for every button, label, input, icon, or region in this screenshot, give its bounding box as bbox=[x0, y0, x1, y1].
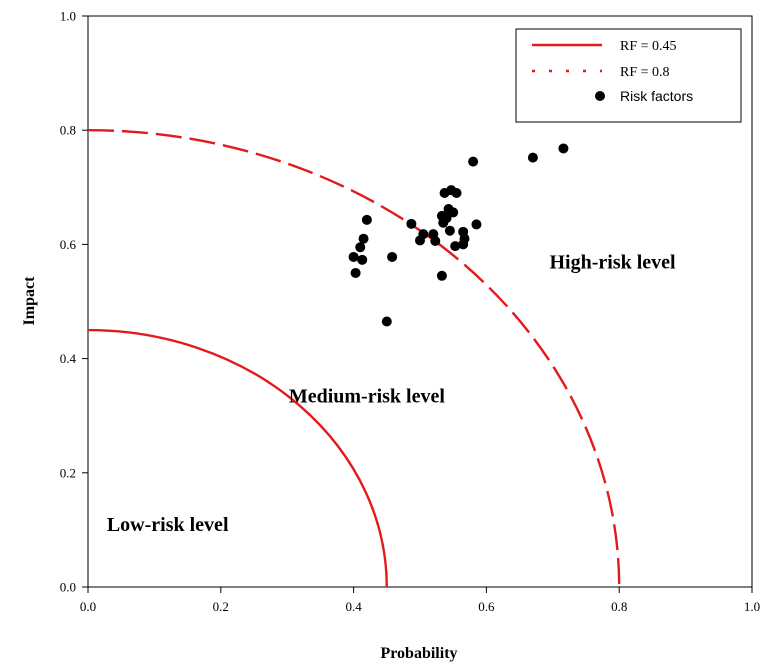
legend-label-risk-factors: Risk factors bbox=[620, 88, 693, 104]
risk-factor-point bbox=[381, 316, 392, 327]
risk-factor-point bbox=[430, 235, 441, 246]
risk-factor-point bbox=[444, 225, 455, 236]
risk-factor-point bbox=[387, 251, 398, 262]
x-tick-label: 0.6 bbox=[478, 599, 495, 614]
risk-factor-point bbox=[468, 156, 479, 167]
risk-factor-point bbox=[350, 267, 361, 278]
risk-factor-point bbox=[436, 270, 447, 281]
y-axis-ticks: 0.0 0.2 0.4 0.6 0.8 1.0 bbox=[60, 9, 88, 595]
risk-factor-point bbox=[527, 152, 538, 163]
x-tick-label: 0.2 bbox=[213, 599, 229, 614]
risk-curves bbox=[87, 129, 621, 588]
risk-factor-point bbox=[357, 254, 368, 265]
risk-factor-point bbox=[451, 188, 462, 199]
risk-factor-point bbox=[448, 207, 459, 218]
risk-factor-point bbox=[406, 218, 417, 229]
region-label: Low-risk level bbox=[107, 514, 229, 536]
legend-label-rf-08: RF = 0.8 bbox=[620, 65, 670, 80]
y-tick-label: 0.2 bbox=[60, 465, 76, 480]
x-tick-label: 0.8 bbox=[611, 599, 627, 614]
y-tick-label: 0.0 bbox=[60, 580, 76, 595]
legend-marker-risk-factors bbox=[595, 91, 605, 101]
region-label: Medium-risk level bbox=[289, 386, 446, 408]
y-tick-label: 1.0 bbox=[60, 9, 76, 24]
risk-factor-point bbox=[471, 219, 482, 230]
legend-label-rf-045: RF = 0.45 bbox=[620, 39, 677, 54]
y-tick-label: 0.8 bbox=[60, 123, 76, 138]
y-tick-label: 0.4 bbox=[60, 351, 77, 366]
risk-factor-point bbox=[348, 251, 359, 262]
risk-factor-points bbox=[348, 143, 569, 327]
risk-factor-point bbox=[358, 233, 369, 244]
x-axis-ticks: 0.0 0.2 0.4 0.6 0.8 1.0 bbox=[80, 587, 760, 614]
region-labels: Low-risk level Medium-risk level High-risk… bbox=[107, 252, 676, 537]
risk-factor-point bbox=[450, 241, 461, 252]
legend: RF = 0.45 RF = 0.8 Risk factors bbox=[515, 28, 742, 123]
plot-area bbox=[87, 15, 753, 588]
plot-frame bbox=[87, 15, 753, 588]
risk-curve-rf-08 bbox=[87, 129, 621, 588]
risk-factor-point bbox=[441, 213, 452, 224]
risk-factor-point bbox=[558, 143, 569, 154]
y-axis-title: Impact bbox=[21, 276, 38, 326]
x-axis-title: Probability bbox=[380, 645, 457, 662]
risk-factor-point bbox=[355, 242, 366, 253]
x-tick-label: 1.0 bbox=[744, 599, 760, 614]
risk-factor-point bbox=[459, 233, 470, 244]
y-tick-label: 0.6 bbox=[60, 237, 77, 252]
x-tick-label: 0.4 bbox=[345, 599, 362, 614]
risk-factor-point bbox=[418, 229, 429, 240]
x-tick-label: 0.0 bbox=[80, 599, 96, 614]
region-label: High-risk level bbox=[550, 252, 677, 274]
risk-factor-point bbox=[361, 214, 372, 225]
risk-curve-rf-045 bbox=[87, 328, 388, 588]
